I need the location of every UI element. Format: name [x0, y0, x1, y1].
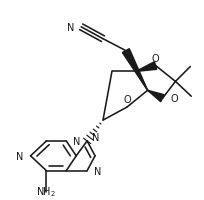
Polygon shape [135, 62, 156, 72]
Text: O: O [170, 94, 177, 104]
Polygon shape [147, 91, 164, 102]
Text: O: O [122, 95, 130, 105]
Text: N: N [94, 166, 101, 176]
Text: N: N [92, 132, 99, 142]
Text: N: N [73, 136, 80, 146]
Text: O: O [151, 53, 159, 63]
Polygon shape [122, 49, 147, 91]
Text: N: N [67, 23, 74, 33]
Text: NH$_2$: NH$_2$ [36, 185, 56, 198]
Text: N: N [16, 151, 23, 161]
